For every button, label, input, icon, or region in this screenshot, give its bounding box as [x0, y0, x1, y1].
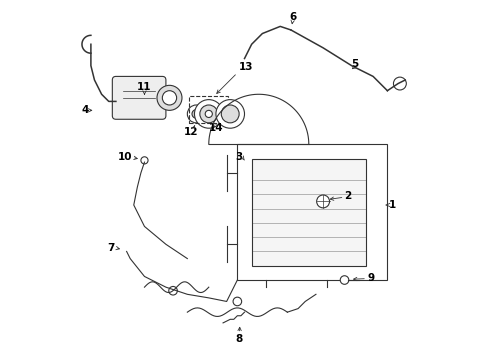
Circle shape — [200, 105, 217, 123]
Text: 13: 13 — [239, 63, 253, 72]
Text: 12: 12 — [183, 127, 198, 137]
Circle shape — [141, 157, 148, 164]
Text: 14: 14 — [208, 123, 223, 133]
Text: 2: 2 — [344, 191, 351, 201]
Bar — [237, 144, 386, 280]
Text: 8: 8 — [235, 334, 242, 344]
Circle shape — [162, 91, 176, 105]
Circle shape — [316, 195, 329, 208]
Circle shape — [205, 111, 212, 117]
Circle shape — [216, 100, 244, 128]
Circle shape — [233, 297, 241, 306]
Circle shape — [157, 85, 182, 111]
Text: 7: 7 — [107, 243, 114, 253]
FancyBboxPatch shape — [112, 76, 165, 119]
Circle shape — [168, 287, 177, 295]
Circle shape — [340, 276, 348, 284]
Text: 9: 9 — [367, 273, 374, 283]
Bar — [189, 96, 228, 123]
Circle shape — [393, 77, 406, 90]
Circle shape — [187, 105, 205, 123]
Text: 1: 1 — [388, 200, 396, 210]
Text: 11: 11 — [137, 82, 151, 92]
Text: 5: 5 — [351, 59, 358, 69]
Text: 4: 4 — [81, 105, 89, 115]
Bar — [251, 158, 365, 266]
Circle shape — [192, 110, 200, 118]
Text: 10: 10 — [117, 152, 132, 162]
Text: 3: 3 — [235, 152, 242, 162]
Circle shape — [194, 100, 223, 128]
Circle shape — [221, 105, 239, 123]
Text: 6: 6 — [288, 13, 296, 22]
